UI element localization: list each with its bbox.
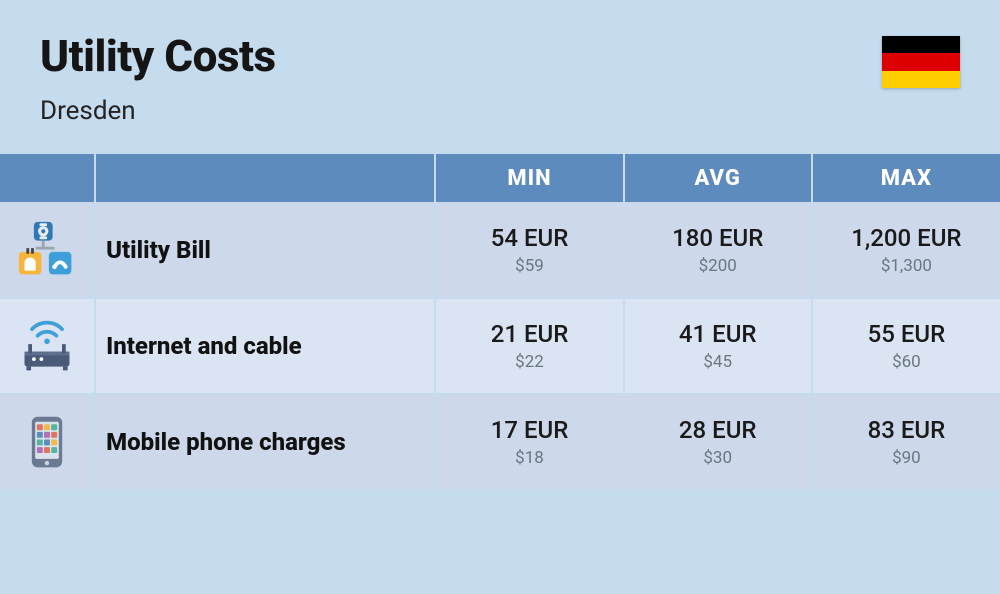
value-primary: 54 EUR xyxy=(436,224,622,252)
cell-avg: 28 EUR $30 xyxy=(624,394,812,490)
col-min: MIN xyxy=(435,154,623,202)
value-secondary: $90 xyxy=(813,448,1000,468)
table-row: Internet and cable 21 EUR $22 41 EUR $45… xyxy=(0,298,1000,394)
flag-germany-icon xyxy=(882,36,960,88)
cell-avg: 41 EUR $45 xyxy=(624,298,812,394)
value-primary: 180 EUR xyxy=(625,224,811,252)
cell-avg: 180 EUR $200 xyxy=(624,202,812,298)
flag-stripe xyxy=(882,53,960,70)
cell-max: 83 EUR $90 xyxy=(812,394,1000,490)
row-icon-cell xyxy=(0,202,95,298)
router-icon xyxy=(16,315,78,377)
col-blank xyxy=(95,154,435,202)
col-blank xyxy=(0,154,95,202)
value-primary: 1,200 EUR xyxy=(813,224,1000,252)
costs-table: MIN AVG MAX xyxy=(0,154,1000,491)
value-primary: 55 EUR xyxy=(813,320,1000,348)
value-primary: 83 EUR xyxy=(813,416,1000,444)
col-avg: AVG xyxy=(624,154,812,202)
value-secondary: $22 xyxy=(436,352,622,372)
flag-stripe xyxy=(882,36,960,53)
city-name: Dresden xyxy=(40,96,276,126)
value-primary: 28 EUR xyxy=(625,416,811,444)
value-primary: 41 EUR xyxy=(625,320,811,348)
value-secondary: $59 xyxy=(436,256,622,276)
value-secondary: $45 xyxy=(625,352,811,372)
row-icon-cell xyxy=(0,298,95,394)
value-secondary: $30 xyxy=(625,448,811,468)
table-row: Mobile phone charges 17 EUR $18 28 EUR $… xyxy=(0,394,1000,490)
cell-max: 55 EUR $60 xyxy=(812,298,1000,394)
header: Utility Costs Dresden xyxy=(0,0,1000,154)
title-block: Utility Costs Dresden xyxy=(40,30,276,126)
row-label: Internet and cable xyxy=(95,298,435,394)
row-label: Mobile phone charges xyxy=(95,394,435,490)
cell-min: 54 EUR $59 xyxy=(435,202,623,298)
value-secondary: $18 xyxy=(436,448,622,468)
page-title: Utility Costs xyxy=(40,30,276,82)
value-primary: 21 EUR xyxy=(436,320,622,348)
row-icon-cell xyxy=(0,394,95,490)
value-secondary: $200 xyxy=(625,256,811,276)
value-primary: 17 EUR xyxy=(436,416,622,444)
row-label: Utility Bill xyxy=(95,202,435,298)
table-row: Utility Bill 54 EUR $59 180 EUR $200 1,2… xyxy=(0,202,1000,298)
col-max: MAX xyxy=(812,154,1000,202)
cell-min: 17 EUR $18 xyxy=(435,394,623,490)
value-secondary: $60 xyxy=(813,352,1000,372)
value-secondary: $1,300 xyxy=(813,256,1000,276)
phone-icon xyxy=(16,411,78,473)
utility-icon xyxy=(16,219,78,281)
cell-max: 1,200 EUR $1,300 xyxy=(812,202,1000,298)
flag-stripe xyxy=(882,71,960,88)
cell-min: 21 EUR $22 xyxy=(435,298,623,394)
table-header-row: MIN AVG MAX xyxy=(0,154,1000,202)
